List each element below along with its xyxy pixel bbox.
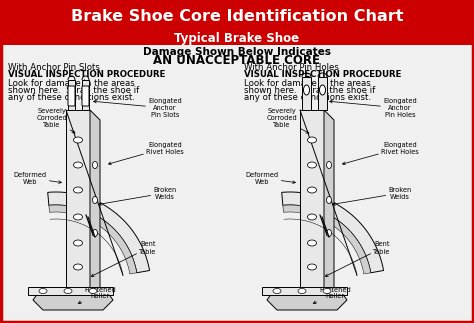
Text: Bent
Table: Bent Table [325, 242, 391, 276]
FancyBboxPatch shape [82, 86, 89, 106]
FancyBboxPatch shape [68, 86, 75, 106]
FancyBboxPatch shape [1, 1, 473, 31]
Polygon shape [28, 287, 113, 295]
Polygon shape [90, 110, 100, 300]
Text: Severely
Corroded
Table: Severely Corroded Table [266, 108, 309, 133]
Text: With Anchor Pin Holes: With Anchor Pin Holes [244, 62, 339, 71]
Ellipse shape [308, 187, 317, 193]
Text: VISUAL INSPECTION PROCEDURE: VISUAL INSPECTION PROCEDURE [244, 69, 401, 78]
Ellipse shape [92, 196, 98, 203]
Polygon shape [82, 80, 89, 110]
Ellipse shape [73, 162, 82, 168]
Ellipse shape [73, 240, 82, 246]
Ellipse shape [308, 214, 317, 220]
Polygon shape [49, 205, 137, 274]
Ellipse shape [308, 240, 317, 246]
Text: Deformed
Web: Deformed Web [246, 172, 295, 184]
Ellipse shape [327, 230, 331, 236]
Text: Damage Shown Below Indicates: Damage Shown Below Indicates [143, 47, 331, 57]
Polygon shape [68, 80, 75, 110]
Text: Brake Shoe Core Identification Chart: Brake Shoe Core Identification Chart [71, 8, 403, 24]
Ellipse shape [64, 288, 72, 294]
Ellipse shape [273, 288, 281, 294]
Text: With Anchor Pin Slots: With Anchor Pin Slots [8, 62, 100, 71]
Text: Flattened
Roller: Flattened Roller [313, 287, 351, 304]
Text: any of these conditions exist.: any of these conditions exist. [244, 92, 371, 101]
Ellipse shape [323, 288, 331, 294]
Ellipse shape [92, 230, 98, 236]
Ellipse shape [308, 264, 317, 270]
Ellipse shape [319, 85, 326, 95]
Ellipse shape [303, 85, 310, 95]
Polygon shape [33, 293, 113, 310]
Polygon shape [282, 192, 383, 273]
Text: Elongated
Anchor
Pin Slots: Elongated Anchor Pin Slots [94, 98, 182, 118]
Ellipse shape [308, 137, 317, 143]
Ellipse shape [308, 162, 317, 168]
Polygon shape [302, 77, 311, 110]
Polygon shape [267, 293, 347, 310]
Text: Elongated
Rivet Holes: Elongated Rivet Holes [109, 141, 184, 164]
Ellipse shape [92, 162, 98, 169]
Text: Elongated
Rivet Holes: Elongated Rivet Holes [343, 141, 419, 165]
Text: Broken
Welds: Broken Welds [99, 186, 177, 205]
Text: VISUAL INSPECTION PROCEDURE: VISUAL INSPECTION PROCEDURE [8, 69, 165, 78]
Text: any of these conditions exist.: any of these conditions exist. [8, 92, 135, 101]
Polygon shape [300, 110, 324, 300]
Text: Bent
Table: Bent Table [91, 242, 157, 276]
Text: Flattened
Roller: Flattened Roller [78, 287, 116, 304]
Ellipse shape [73, 264, 82, 270]
Ellipse shape [39, 288, 47, 294]
Text: Typical Brake Shoe: Typical Brake Shoe [174, 32, 300, 45]
Ellipse shape [327, 196, 331, 203]
Text: Broken
Welds: Broken Welds [333, 186, 411, 205]
FancyBboxPatch shape [1, 31, 473, 45]
Text: AN UNACCEPTABLE CORE: AN UNACCEPTABLE CORE [154, 54, 320, 67]
Text: shown here.  Scrap the shoe if: shown here. Scrap the shoe if [8, 86, 139, 95]
Polygon shape [66, 110, 90, 300]
Ellipse shape [73, 214, 82, 220]
Polygon shape [262, 287, 347, 295]
Text: Elongated
Anchor
Pin Holes: Elongated Anchor Pin Holes [329, 98, 417, 118]
Ellipse shape [89, 288, 97, 294]
Polygon shape [48, 192, 150, 273]
Ellipse shape [327, 162, 331, 169]
Ellipse shape [73, 137, 82, 143]
Text: Deformed
Web: Deformed Web [13, 172, 62, 184]
Polygon shape [283, 205, 371, 274]
Text: Severely
Corroded
Table: Severely Corroded Table [36, 108, 75, 133]
Polygon shape [318, 77, 327, 110]
Text: Look for damage in the areas: Look for damage in the areas [244, 78, 371, 88]
Ellipse shape [73, 187, 82, 193]
Polygon shape [324, 110, 334, 300]
Text: Look for damage in the areas: Look for damage in the areas [8, 78, 135, 88]
Ellipse shape [298, 288, 306, 294]
Text: shown here.  Scrap the shoe if: shown here. Scrap the shoe if [244, 86, 375, 95]
